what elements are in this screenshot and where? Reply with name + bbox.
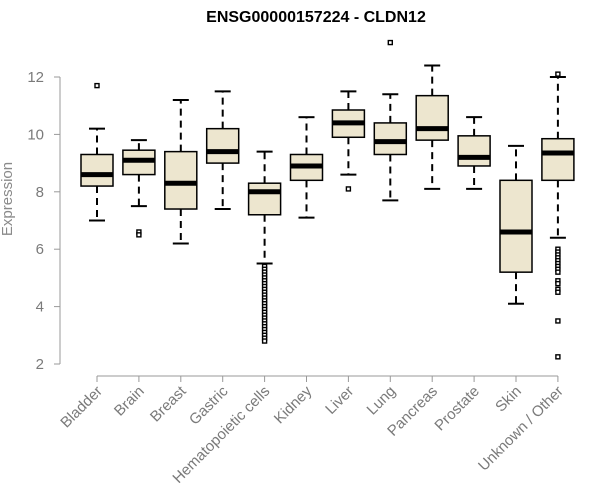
y-tick-label: 4 [36,299,44,316]
y-tick-label: 6 [36,241,44,258]
outlier-point [555,280,561,287]
outlier-point [387,39,393,46]
outlier-point [555,354,561,360]
x-tick-label: Brain [111,383,148,420]
outlier-point [261,338,268,344]
box-group [541,71,575,360]
y-tick-label: 2 [36,356,44,373]
x-tick-label: Liver [322,383,357,418]
box [415,94,449,141]
y-axis-label: Expression [0,162,16,236]
outlier-point [555,71,561,77]
box-group [289,116,324,219]
x-tick-label: Bladder [57,383,106,432]
box [541,137,575,182]
outlier-point [136,232,142,238]
box-group [457,116,491,190]
outlier-point [94,82,100,89]
box [205,127,240,164]
x-tick-label: Prostate [431,383,483,435]
y-tick-label: 10 [27,126,44,143]
outlier-point [345,186,352,192]
box [457,135,491,167]
box [80,153,114,187]
box-group [205,90,240,211]
y-tick-label: 8 [36,184,44,201]
x-tick-label: Lung [364,383,400,419]
box [247,182,282,216]
box-group [373,39,408,202]
box-group [122,139,156,238]
box-group [80,82,114,222]
box-group [499,144,533,305]
x-tick-label: Breast [147,382,190,425]
x-tick-label: Skin [492,383,525,416]
box-group [164,98,198,245]
outlier-point [555,318,561,324]
outlier-point [555,289,561,295]
chart-title: ENSG00000157224 - CLDN12 [206,9,426,26]
box [164,150,198,210]
box-group [247,150,282,344]
y-tick-label: 12 [27,69,44,86]
box [373,122,408,156]
box-group [331,90,366,192]
box-group [415,64,449,190]
outlier-point [555,269,561,275]
plot-area [80,39,575,360]
x-tick-label: Kidney [271,382,316,427]
box [499,179,533,273]
